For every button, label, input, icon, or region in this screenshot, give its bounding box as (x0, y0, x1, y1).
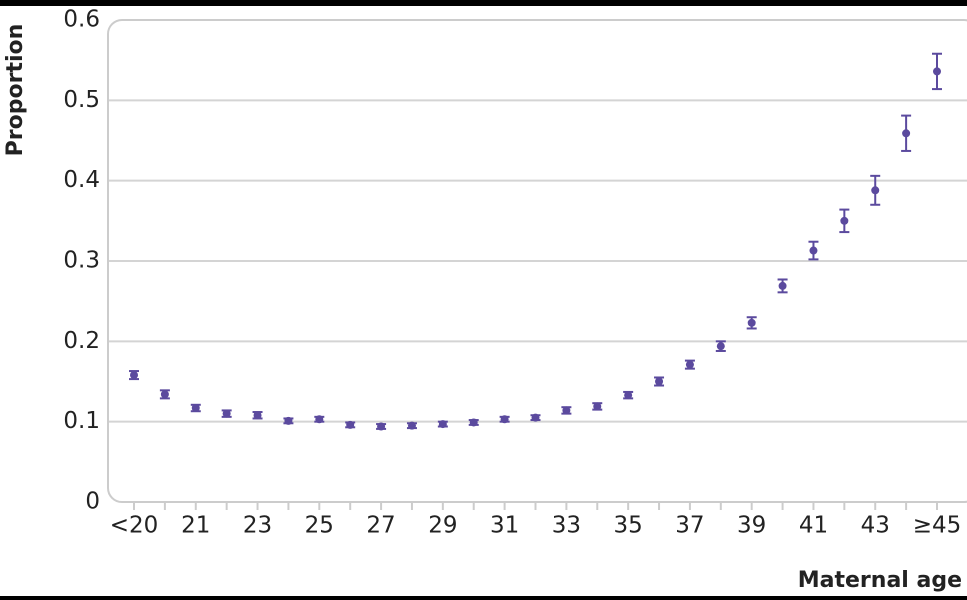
y-tick-label: 0.2 (63, 328, 100, 354)
y-tick-label: 0 (85, 489, 100, 515)
point (469, 418, 478, 427)
x-tick-label: 23 (243, 513, 272, 539)
point (438, 420, 447, 429)
x-tick-label: 31 (490, 513, 519, 539)
y-tick-label: 0.4 (63, 167, 100, 193)
y-tick-label: 0.1 (63, 408, 100, 434)
x-tick-label: 41 (799, 513, 828, 539)
point (593, 402, 602, 411)
y-tick-label: 0.6 (63, 7, 100, 33)
point (315, 415, 324, 424)
y-axis-label: Proportion (3, 24, 28, 157)
point (160, 390, 169, 399)
point (130, 371, 138, 380)
top-edge (0, 0, 967, 6)
point (284, 416, 293, 425)
x-tick-label: ≥45 (913, 513, 962, 539)
x-tick-label: 25 (305, 513, 334, 539)
bottom-edge (0, 596, 967, 600)
point (253, 411, 262, 420)
x-tick-label: 33 (552, 513, 581, 539)
x-tick-label: 27 (366, 513, 395, 539)
point (840, 216, 849, 225)
x-axis-label: Maternal age (798, 568, 962, 593)
point (407, 421, 416, 430)
point (500, 415, 509, 424)
point (562, 406, 571, 415)
x-tick-label: 37 (675, 513, 704, 539)
point (222, 409, 231, 418)
x-tick-label: 29 (428, 513, 457, 539)
point (809, 246, 818, 255)
point (747, 318, 756, 327)
y-tick-label: 0.5 (63, 87, 100, 113)
point (531, 413, 540, 422)
point (377, 422, 386, 431)
point (716, 342, 725, 351)
point (685, 360, 694, 369)
point (624, 391, 633, 400)
y-tick-label: 0.3 (63, 248, 100, 274)
x-tick-label: 39 (737, 513, 766, 539)
point (778, 281, 787, 290)
point (655, 377, 664, 386)
point (902, 129, 911, 138)
point (346, 420, 355, 429)
x-tick-label: 43 (861, 513, 890, 539)
x-tick-label: <20 (110, 513, 159, 539)
point (933, 67, 941, 76)
point (191, 404, 200, 413)
plot-frame (107, 19, 967, 503)
point (871, 186, 880, 195)
x-tick-label: 21 (181, 513, 210, 539)
x-tick-label: 35 (614, 513, 643, 539)
